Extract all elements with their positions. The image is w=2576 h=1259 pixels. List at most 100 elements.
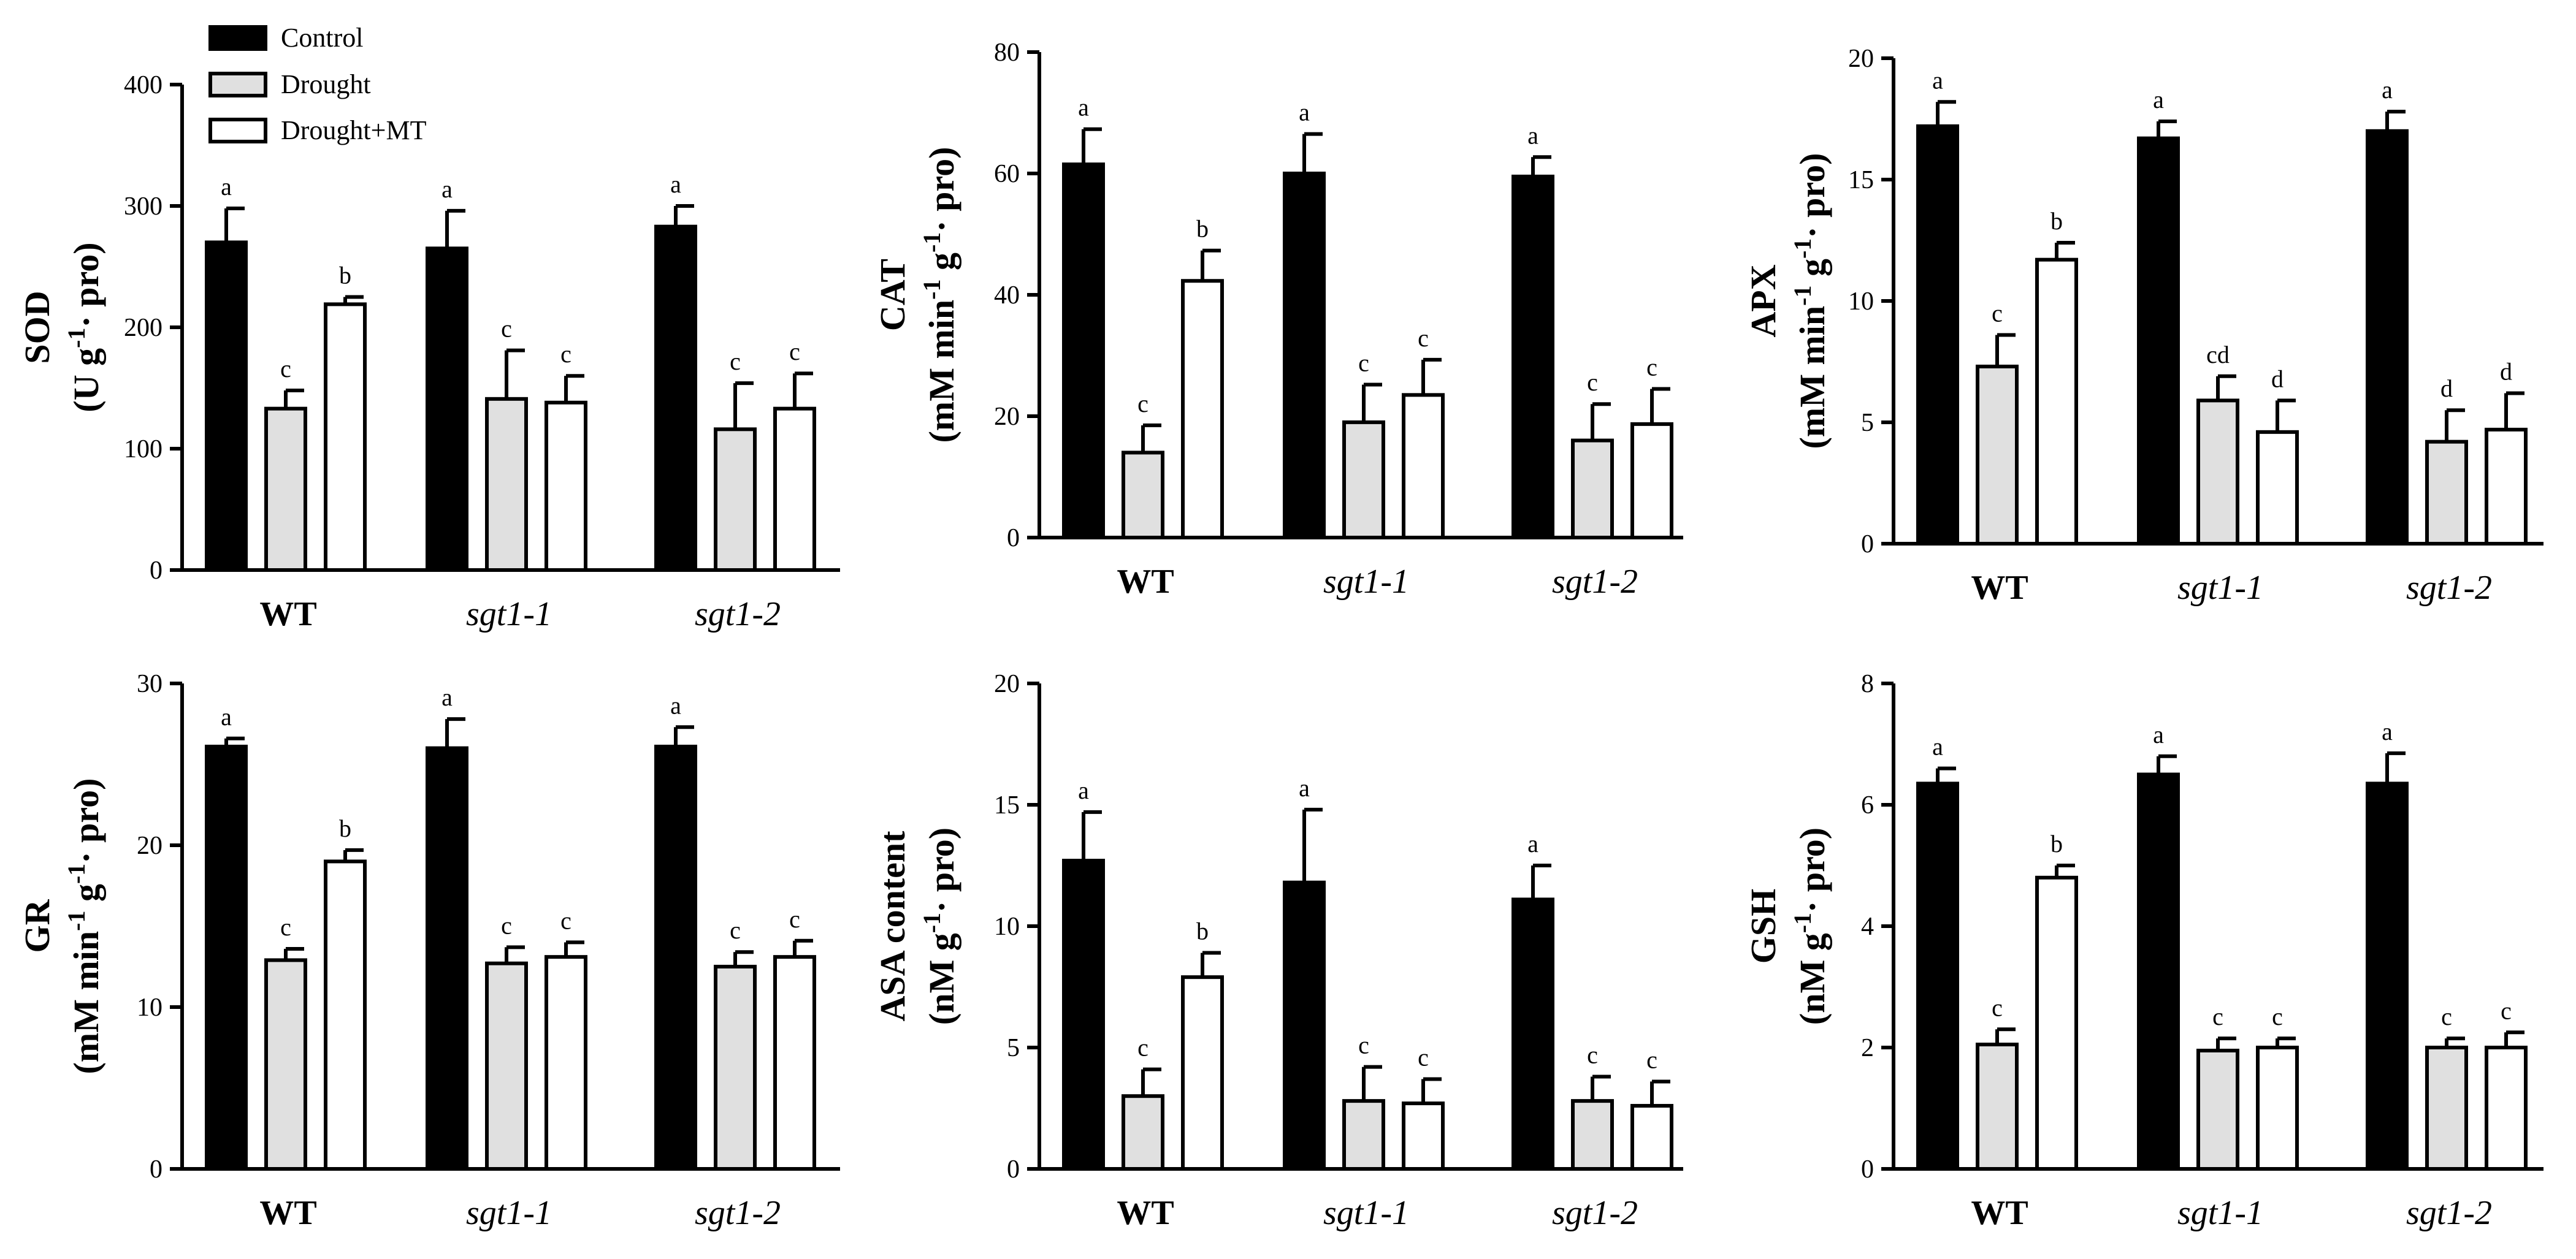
significance-letter: c [730, 916, 741, 944]
chart-panel-asa-content: a a a c c c b c c 0 5 10 15 20 WT sgt1-1 sgt1-2 ASA conte… [873, 670, 1683, 1232]
bar [1976, 1043, 2019, 1171]
y-axis-unit: (nM g-1· pro) [918, 827, 962, 1025]
significance-letter: c [1646, 1046, 1657, 1073]
y-tick-label: 80 [994, 39, 1020, 67]
bar [485, 961, 528, 1171]
significance-letter: a [2153, 721, 2164, 748]
category-label: sgt1-1 [466, 595, 552, 633]
y-tick-label: 200 [124, 314, 162, 342]
bar [1402, 1101, 1445, 1171]
bar [205, 744, 248, 1171]
y-axis-unit: (nM g-1· pro) [1789, 827, 1833, 1025]
y-tick-label: 15 [1848, 166, 1874, 194]
significance-letter: c [1137, 390, 1148, 417]
chart-panel-sod: a a a c c c b c c 0 100 200 300 400 WT sgt1-1 sgt1-2 SOD(… [17, 71, 840, 633]
significance-letter: a [2382, 76, 2393, 104]
chart-panel-cat: a a a c c c b c c 0 20 40 60 80 WT sgt1-1 sgt1-2 CAT(mM m… [873, 39, 1683, 601]
significance-letter: c [1137, 1034, 1148, 1062]
y-tick-label: 4 [1861, 913, 1874, 941]
bar [2256, 430, 2299, 546]
bar [205, 240, 248, 572]
y-axis-unit: (mM min-1 g-1· pro) [918, 147, 962, 443]
significance-letter: a [221, 703, 232, 731]
significance-letter: c [280, 355, 291, 382]
chart-panel-gsh: a a a c c c b c c 0 2 4 6 8 WT sgt1-1 sgt1-2 GSH(nM g-1· … [1743, 670, 2544, 1232]
bar [324, 302, 367, 572]
bar [1976, 364, 2019, 546]
significance-letter: d [2500, 357, 2512, 385]
bar [1916, 782, 1959, 1171]
y-tick-label: 10 [1848, 287, 1874, 316]
bar [1512, 897, 1554, 1171]
bar [1571, 1099, 1614, 1171]
y-axis-title: CAT [873, 259, 912, 331]
bar [1283, 880, 1326, 1171]
category-label: sgt1-2 [695, 1194, 781, 1232]
significance-letter: b [2050, 830, 2063, 858]
significance-letter: c [789, 905, 800, 933]
legend-swatch-drought [208, 72, 267, 97]
significance-letter: a [670, 691, 681, 719]
y-axis-title: SOD [17, 291, 57, 363]
bar [1342, 420, 1385, 540]
bar [1062, 162, 1105, 539]
significance-letter: c [1358, 349, 1369, 377]
significance-letter: a [1078, 777, 1089, 804]
bar [1283, 172, 1326, 539]
y-tick-label: 20 [994, 670, 1020, 698]
significance-letter: a [441, 683, 453, 711]
significance-letter: a [670, 170, 681, 198]
bar [1181, 279, 1224, 539]
significance-letter: a [1932, 66, 1943, 94]
significance-letter: c [1587, 368, 1598, 396]
y-tick-label: 6 [1861, 791, 1874, 820]
significance-letter: b [1196, 215, 1209, 243]
bar [1062, 859, 1105, 1171]
significance-letter: c [2212, 1003, 2223, 1030]
category-label: WT [1971, 1194, 2028, 1232]
significance-letter: b [1196, 918, 1209, 945]
significance-letter: cd [2206, 341, 2230, 368]
significance-letter: a [1527, 830, 1538, 858]
category-label: WT [259, 595, 316, 633]
bar [773, 406, 816, 572]
y-tick-label: 10 [137, 994, 162, 1022]
significance-letter: c [501, 911, 512, 939]
bar [324, 859, 367, 1171]
y-tick-label: 20 [1848, 45, 1874, 73]
bar [2256, 1046, 2299, 1171]
bar [2196, 398, 2239, 546]
category-label: WT [1117, 1194, 1174, 1232]
bar [2485, 1046, 2528, 1171]
significance-letter: a [2382, 718, 2393, 745]
bar [545, 400, 587, 572]
bar [1402, 393, 1445, 539]
bar [714, 427, 757, 572]
y-tick-label: 0 [150, 557, 162, 585]
bar [2366, 782, 2409, 1171]
y-tick-label: 100 [124, 435, 162, 463]
chart-panel-apx: a a a c cd d b d d 0 5 10 15 20 WT sgt1-1 sgt1-2 APX(mM m… [1743, 45, 2544, 607]
category-label: sgt1-1 [2177, 569, 2263, 607]
category-label: sgt1-2 [1552, 563, 1638, 601]
significance-letter: d [2440, 375, 2453, 402]
bar [1181, 975, 1224, 1171]
significance-letter: c [1992, 994, 2003, 1021]
y-tick-label: 400 [124, 71, 162, 99]
bar [714, 965, 757, 1171]
significance-letter: c [2441, 1003, 2452, 1030]
y-tick-label: 0 [1861, 530, 1874, 558]
significance-letter: c [730, 348, 741, 375]
significance-letter: c [2501, 997, 2512, 1024]
bar [1122, 1094, 1164, 1171]
y-tick-label: 10 [994, 913, 1020, 941]
legend-label: Control [281, 23, 363, 53]
significance-letter: a [1078, 94, 1089, 121]
significance-letter: a [441, 175, 453, 203]
y-tick-label: 300 [124, 192, 162, 221]
significance-letter: a [1932, 733, 1943, 761]
bar [264, 958, 307, 1171]
significance-letter: c [560, 340, 571, 368]
